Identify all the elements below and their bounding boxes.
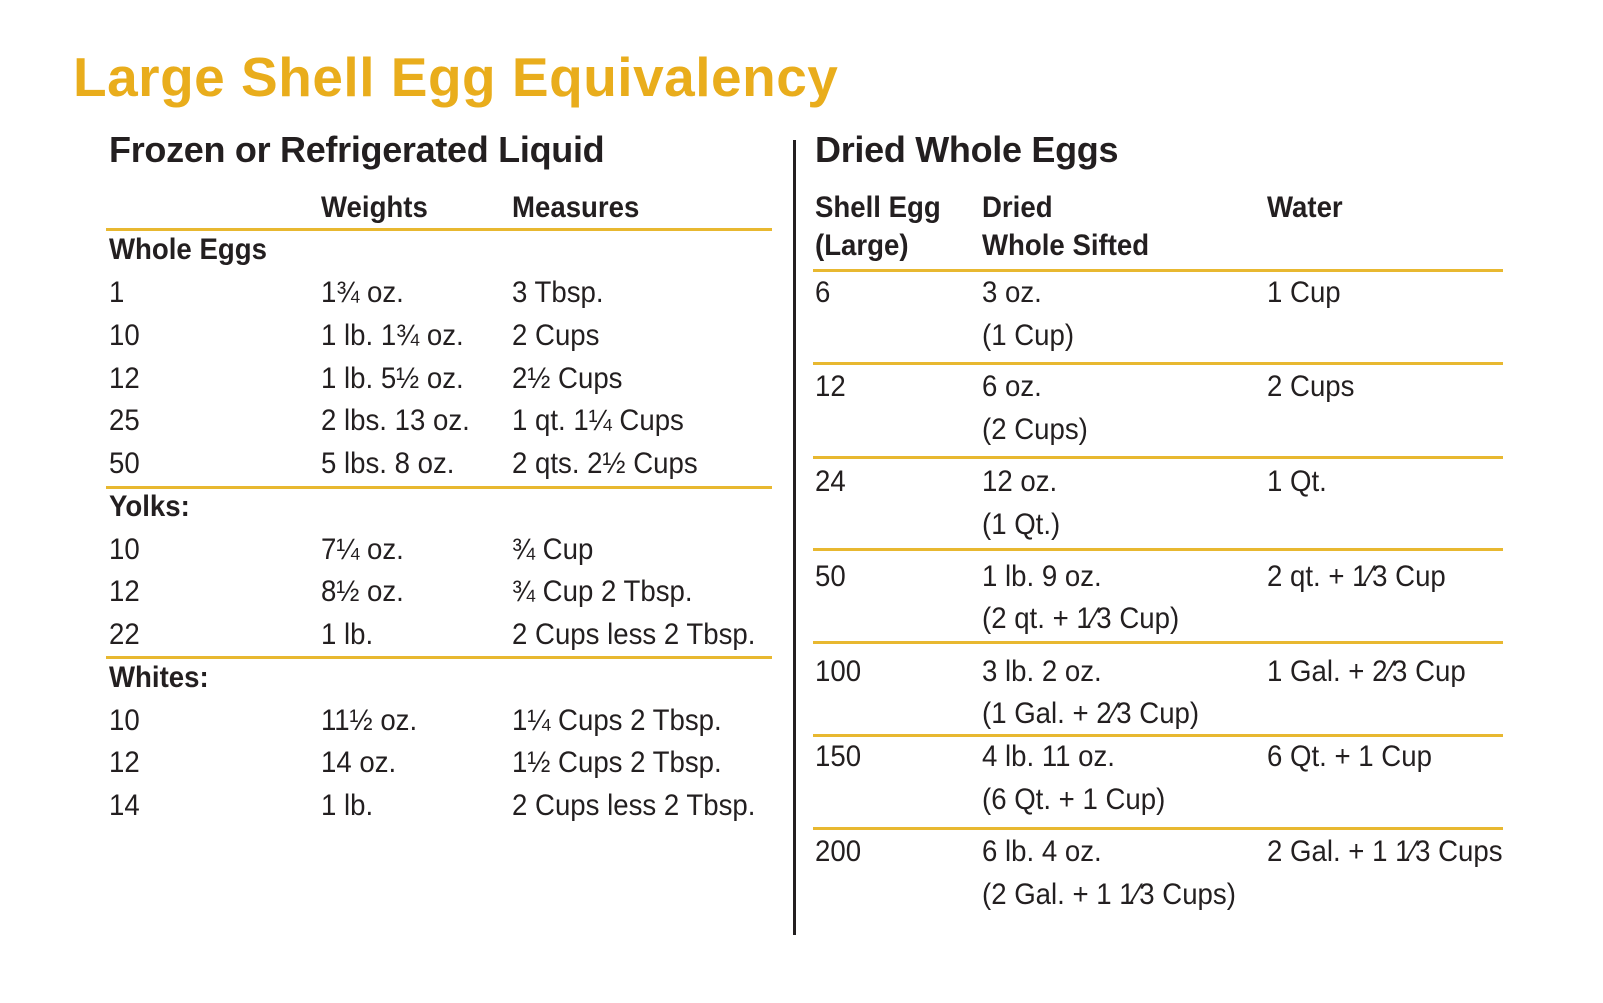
shell-egg-count: 150 <box>815 740 862 773</box>
measure-value: 2 Cups less 2 Tbsp. <box>512 618 756 651</box>
egg-count: 12 <box>109 746 140 779</box>
measure-value: 2 Cups <box>512 319 600 352</box>
egg-count: 50 <box>109 447 140 480</box>
measure-value: 2½ Cups <box>512 362 623 395</box>
measure-value: 3 Tbsp. <box>512 276 604 309</box>
column-header-water: Water <box>1267 191 1343 224</box>
water-amount: 2 Cups <box>1267 370 1355 403</box>
measure-value: 2 qts. 2½ Cups <box>512 447 698 480</box>
egg-count: 12 <box>109 362 140 395</box>
water-amount: 1 Gal. + 2⁄3 Cup <box>1267 655 1466 688</box>
dried-section-heading: Dried Whole Eggs <box>815 129 1119 170</box>
shell-egg-count: 50 <box>815 560 846 593</box>
dried-measure: (6 Qt. + 1 Cup) <box>982 783 1166 816</box>
weight-value: 2 lbs. 13 oz. <box>321 404 470 437</box>
column-divider <box>793 140 796 935</box>
weight-value: 11½ oz. <box>321 704 418 737</box>
weight-value: 5 lbs. 8 oz. <box>321 447 455 480</box>
column-header-shell-egg: Shell Egg <box>815 191 941 224</box>
measure-value: ¾ Cup 2 Tbsp. <box>512 575 693 608</box>
shell-egg-count: 24 <box>815 465 846 498</box>
egg-count: 14 <box>109 789 140 822</box>
dried-weight: 4 lb. 11 oz. <box>982 740 1115 773</box>
row-rule <box>813 641 1503 644</box>
liquid-section-heading: Frozen or Refrigerated Liquid <box>109 129 605 170</box>
group-rule <box>106 656 772 659</box>
egg-count: 25 <box>109 404 140 437</box>
egg-count: 22 <box>109 618 140 651</box>
water-amount: 2 qt. + 1⁄3 Cup <box>1267 560 1446 593</box>
dried-measure: (2 qt. + 1⁄3 Cup) <box>982 602 1180 635</box>
column-header-dried: Dried <box>982 191 1053 224</box>
measure-value: 1 qt. 1¼ Cups <box>512 404 684 437</box>
dried-measure: (2 Gal. + 1 1⁄3 Cups) <box>982 878 1236 911</box>
egg-count: 12 <box>109 575 140 608</box>
header-rule <box>106 228 772 231</box>
shell-egg-count: 12 <box>815 370 846 403</box>
dried-weight: 3 oz. <box>982 276 1042 309</box>
water-amount: 1 Cup <box>1267 276 1341 309</box>
measure-value: 1¼ Cups 2 Tbsp. <box>512 704 722 737</box>
row-rule <box>813 362 1503 365</box>
column-header-dried-sub: Whole Sifted <box>982 229 1150 262</box>
dried-weight: 3 lb. 2 oz. <box>982 655 1102 688</box>
weight-value: 1 lb. <box>321 618 374 651</box>
dried-weight: 12 oz. <box>982 465 1058 498</box>
column-header-weights: Weights <box>321 191 428 224</box>
weight-value: 14 oz. <box>321 746 397 779</box>
shell-egg-count: 100 <box>815 655 862 688</box>
column-header-shell-egg-sub: (Large) <box>815 229 909 262</box>
dried-weight: 6 oz. <box>982 370 1042 403</box>
weight-value: 8½ oz. <box>321 575 404 608</box>
header-rule <box>813 269 1503 272</box>
dried-measure: (1 Qt.) <box>982 508 1061 541</box>
page-title: Large Shell Egg Equivalency <box>73 46 839 108</box>
egg-count: 10 <box>109 704 140 737</box>
water-amount: 1 Qt. <box>1267 465 1327 498</box>
measure-value: 2 Cups less 2 Tbsp. <box>512 789 756 822</box>
dried-weight: 6 lb. 4 oz. <box>982 835 1102 868</box>
measure-value: 1½ Cups 2 Tbsp. <box>512 746 722 779</box>
row-rule <box>813 548 1503 551</box>
dried-measure: (1 Cup) <box>982 319 1075 352</box>
weight-value: 1 lb. 5½ oz. <box>321 362 464 395</box>
row-rule <box>813 456 1503 459</box>
group-rule <box>106 486 772 489</box>
row-rule <box>813 827 1503 830</box>
egg-count: 1 <box>109 276 125 309</box>
dried-weight: 1 lb. 9 oz. <box>982 560 1102 593</box>
dried-measure: (1 Gal. + 2⁄3 Cup) <box>982 697 1200 730</box>
water-amount: 2 Gal. + 1 1⁄3 Cups <box>1267 835 1503 868</box>
weight-value: 1 lb. <box>321 789 374 822</box>
dried-measure: (2 Cups) <box>982 413 1088 446</box>
egg-count: 10 <box>109 533 140 566</box>
shell-egg-count: 6 <box>815 276 831 309</box>
group-label-yolks: Yolks: <box>109 490 190 523</box>
row-rule <box>813 734 1503 737</box>
weight-value: 1¾ oz. <box>321 276 404 309</box>
group-label-whole-eggs: Whole Eggs <box>109 233 267 266</box>
group-label-whites: Whites: <box>109 661 209 694</box>
measure-value: ¾ Cup <box>512 533 594 566</box>
egg-count: 10 <box>109 319 140 352</box>
weight-value: 1 lb. 1¾ oz. <box>321 319 464 352</box>
weight-value: 7¼ oz. <box>321 533 404 566</box>
water-amount: 6 Qt. + 1 Cup <box>1267 740 1432 773</box>
column-header-measures: Measures <box>512 191 640 224</box>
shell-egg-count: 200 <box>815 835 862 868</box>
